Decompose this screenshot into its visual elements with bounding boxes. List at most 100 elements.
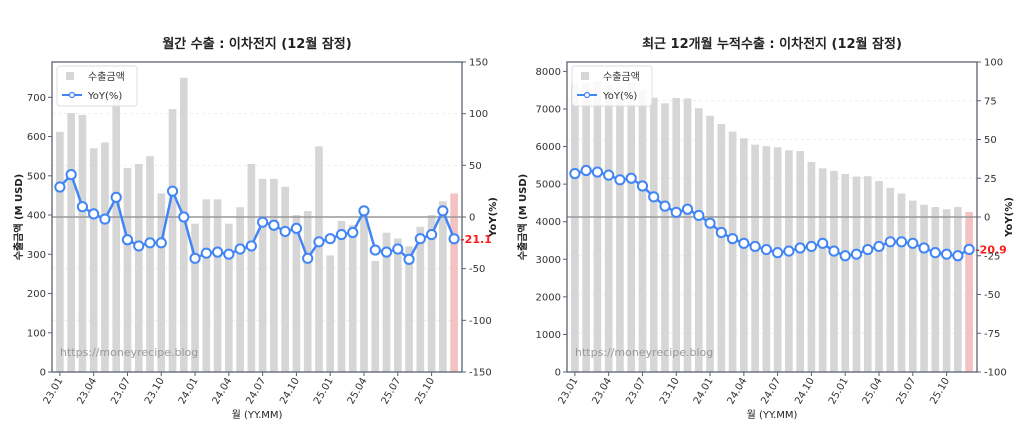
y2-tick-label: 50 [984,135,997,146]
bar [931,207,940,372]
bar [382,232,391,372]
x-tick-label: 24.04 [726,376,750,406]
y2-tick-label: 0 [984,213,990,224]
legend-line-label: YoY(%) [602,91,637,102]
yoy-point [133,240,145,252]
x-tick-label: 25.01 [312,376,336,406]
y-tick-label: 8000 [536,67,561,78]
bar [281,186,289,372]
yoy-point [369,244,381,256]
watermark: https://moneyrecipe.blog [575,346,713,359]
yoy-point [189,252,201,264]
y-tick-label: 700 [27,93,46,104]
x-tick-label: 25.01 [827,376,851,406]
yoy-point [54,181,66,193]
bar [258,178,267,372]
bar [134,164,143,372]
bar [179,77,188,373]
x-axis-label: 월 (YY.MM) [747,409,798,421]
y2-tick-label: -50 [984,290,1000,301]
y2-tick-label: 100 [469,109,488,120]
yoy-point [414,233,426,245]
x-tick-label: 23.01 [557,376,581,406]
yoy-point [358,205,370,217]
yoy-point [625,172,637,184]
yoy-point [166,185,179,197]
yoy-point [895,236,908,248]
bar [649,97,658,373]
yoy-point [693,209,705,222]
bar [942,209,951,372]
bar [571,84,579,372]
bar [740,138,748,372]
yoy-point [850,248,863,260]
y-tick-label: 600 [27,132,46,143]
yoy-point [155,237,167,249]
bar [818,168,827,372]
x-tick-label: 24.01 [177,376,201,406]
bar [717,124,726,372]
bar [439,201,447,372]
x-tick-label: 24.10 [278,376,302,406]
yoy-point [884,236,896,248]
y2-tick-label: -100 [469,316,492,327]
y-tick-label: 1000 [536,330,561,341]
yoy-point [805,240,818,253]
bar [168,109,177,372]
x-tick-label: 23.07 [109,376,133,406]
bar [582,82,590,373]
x-tick-label: 25.10 [928,376,952,406]
bar [89,148,98,372]
yoy-point [749,240,761,253]
bar [348,224,357,372]
bar [920,204,928,372]
yoy-point [257,216,269,228]
y-tick-label: 100 [27,328,46,339]
legend-marker-icon [583,91,591,99]
y-tick-label: 6000 [536,142,561,153]
yoy-point [794,242,806,254]
bar [56,131,64,372]
bar [146,156,154,372]
yoy-point [302,252,314,264]
legend-bar-swatch [581,72,589,80]
bar [762,146,771,372]
yoy-point [952,250,964,262]
yoy-point [828,245,840,257]
bar [841,173,850,372]
x-tick-label: 23.04 [75,376,99,406]
yoy-point [211,246,224,258]
bar [965,211,973,372]
bar [326,255,335,372]
monthly-export-chart: 월간 수출 : 이차전지 (12월 잠정) https://moneyrecipe… [12,36,499,421]
bar [638,90,647,372]
bar [78,114,87,373]
yoy-point [760,243,772,256]
yoy-point [99,213,111,225]
yoy-point [715,226,727,239]
legend: 수출금액 YoY(%) [571,65,653,107]
y-tick-label: 300 [27,250,46,261]
yoy-point [200,247,212,259]
yoy-point [425,228,438,241]
yoy-point [245,240,257,252]
y2-tick-label: -25 [984,251,1000,262]
yoy-point [580,164,592,177]
x-tick-label: 25.04 [346,376,370,406]
y-axis-label: 수출금액 (M USD) [516,174,529,260]
x-tick-label: 24.07 [759,376,783,406]
yoy-point [940,248,953,260]
yoy-point [324,233,336,245]
yoy-point [726,233,739,245]
y-tick-label: 200 [27,289,46,300]
x-tick-label: 24.01 [692,376,716,406]
yoy-point [76,201,89,213]
bar [830,170,838,372]
bar [897,193,906,372]
bar [337,220,346,372]
yoy-point [335,228,348,241]
cumulative-export-chart: 최근 12개월 누적수출 : 이차전지 (12월 잠정) https://mone… [512,0,1024,448]
x-tick-label: 23.04 [590,376,614,406]
yoy-point [670,206,682,218]
yoy-point [448,233,460,245]
